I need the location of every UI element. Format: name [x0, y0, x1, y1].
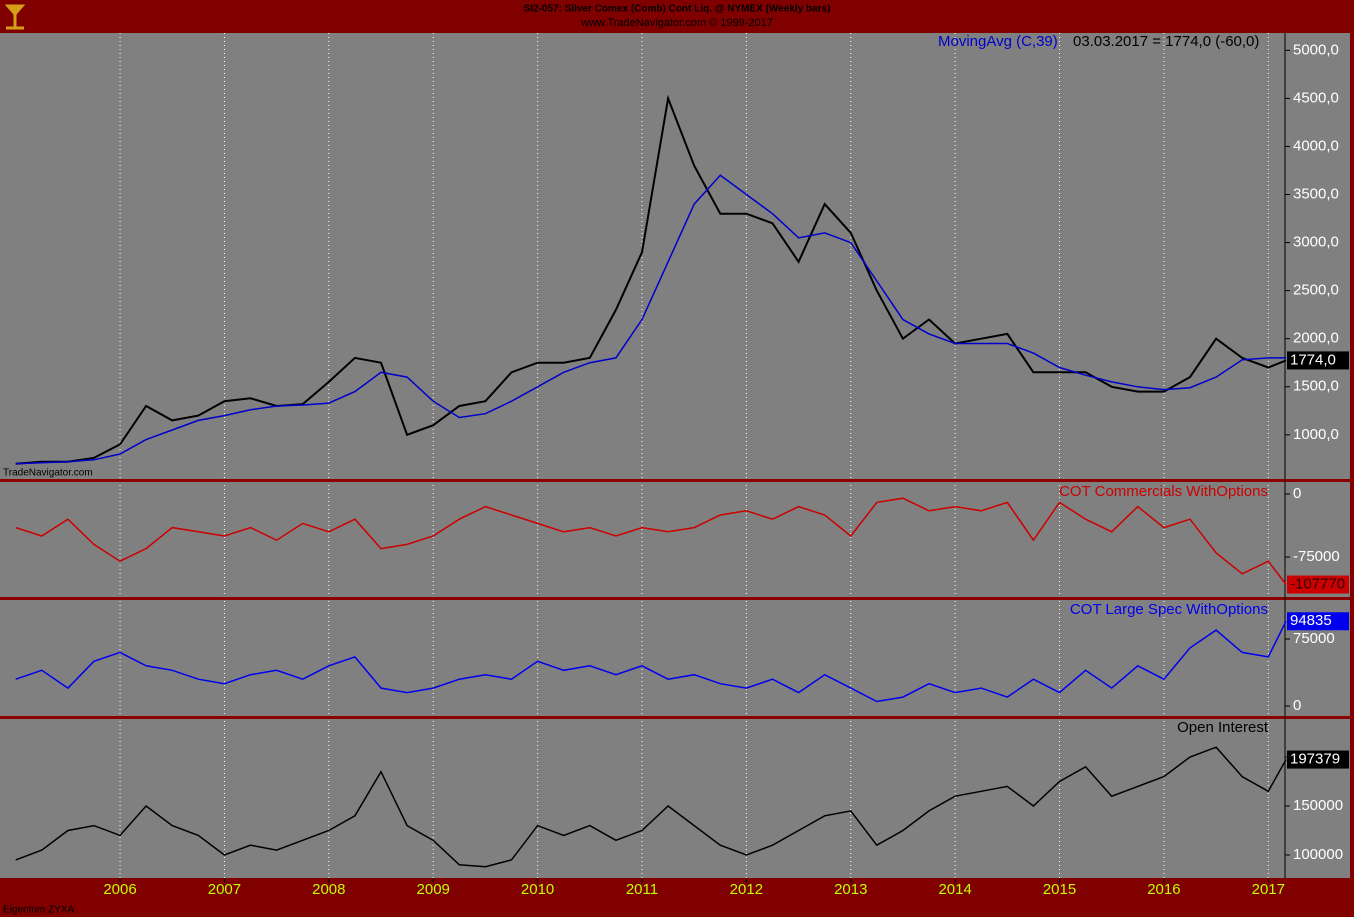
series-line: [15, 497, 1287, 585]
x-tick-label: 2017: [1252, 881, 1285, 898]
last-value-box: [1287, 750, 1349, 769]
y-tick-label: 4500,0: [1293, 89, 1339, 106]
panel-separator: [0, 597, 1350, 600]
y-tick-label: 3500,0: [1293, 185, 1339, 202]
x-tick-label: 2009: [417, 881, 450, 898]
watermark: TradeNavigator.com: [3, 468, 93, 479]
series-line: [15, 746, 1287, 868]
last-value-box: [1287, 351, 1349, 370]
last-value-label: 1774,0: [1290, 351, 1336, 368]
y-tick-label: 5000,0: [1293, 41, 1339, 58]
y-tick-label: 3000,0: [1293, 234, 1339, 251]
annotation: 03.03.2017 = 1774,0 (-60,0): [1073, 33, 1259, 50]
x-tick-label: 2011: [626, 881, 658, 898]
x-tick-label: 2016: [1147, 881, 1180, 898]
y-tick-label: 4000,0: [1293, 137, 1339, 154]
y-tick-label: 2500,0: [1293, 282, 1339, 299]
legend-entry: Open Interest: [1177, 719, 1269, 736]
last-value-label: 94835: [1290, 612, 1332, 629]
y-tick-label: 2000,0: [1293, 330, 1339, 347]
y-tick-label: 100000: [1293, 846, 1343, 863]
y-tick-label: 75000: [1293, 630, 1335, 647]
legend-entry: MovingAvg (C,39): [938, 33, 1058, 50]
y-tick-label: 150000: [1293, 797, 1343, 814]
plot-area: [0, 33, 1350, 878]
last-value-label: 197379: [1290, 751, 1340, 768]
footer: Eigentum ZYXA: [3, 905, 74, 916]
x-tick-label: 2010: [521, 881, 554, 898]
x-tick-label: 2006: [103, 881, 136, 898]
y-tick-label: -75000: [1293, 548, 1340, 565]
last-value-label: -107770: [1290, 576, 1345, 593]
y-tick-label: 0: [1293, 697, 1301, 714]
header-subtitle: www.TradeNavigator.com © 1999-2017: [580, 17, 773, 29]
grid: [119, 33, 1269, 878]
x-tick-label: 2008: [312, 881, 345, 898]
x-tick-label: 2014: [938, 881, 971, 898]
panel-separator: [0, 479, 1350, 482]
x-tick-label: 2015: [1043, 881, 1076, 898]
series-line: [15, 174, 1286, 465]
logo: [4, 4, 26, 30]
series-line: [15, 620, 1287, 703]
legend-entry: COT Commercials WithOptions: [1059, 483, 1268, 500]
x-tick-label: 2013: [834, 881, 867, 898]
panel-separator: [0, 716, 1350, 719]
header-title: SI2-057: Silver Comex (Comb) Cont Liq. @…: [524, 4, 831, 15]
y-tick-label: 0: [1293, 485, 1301, 502]
y-tick-label: 1000,0: [1293, 426, 1339, 443]
last-value-box: [1287, 575, 1349, 594]
series-line: [15, 94, 1287, 465]
y-tick-label: 1500,0: [1293, 378, 1339, 395]
x-tick-label: 2012: [730, 881, 763, 898]
last-value-box: [1287, 612, 1349, 631]
x-tick-label: 2007: [208, 881, 241, 898]
legend-entry: COT Large Spec WithOptions: [1070, 601, 1268, 618]
